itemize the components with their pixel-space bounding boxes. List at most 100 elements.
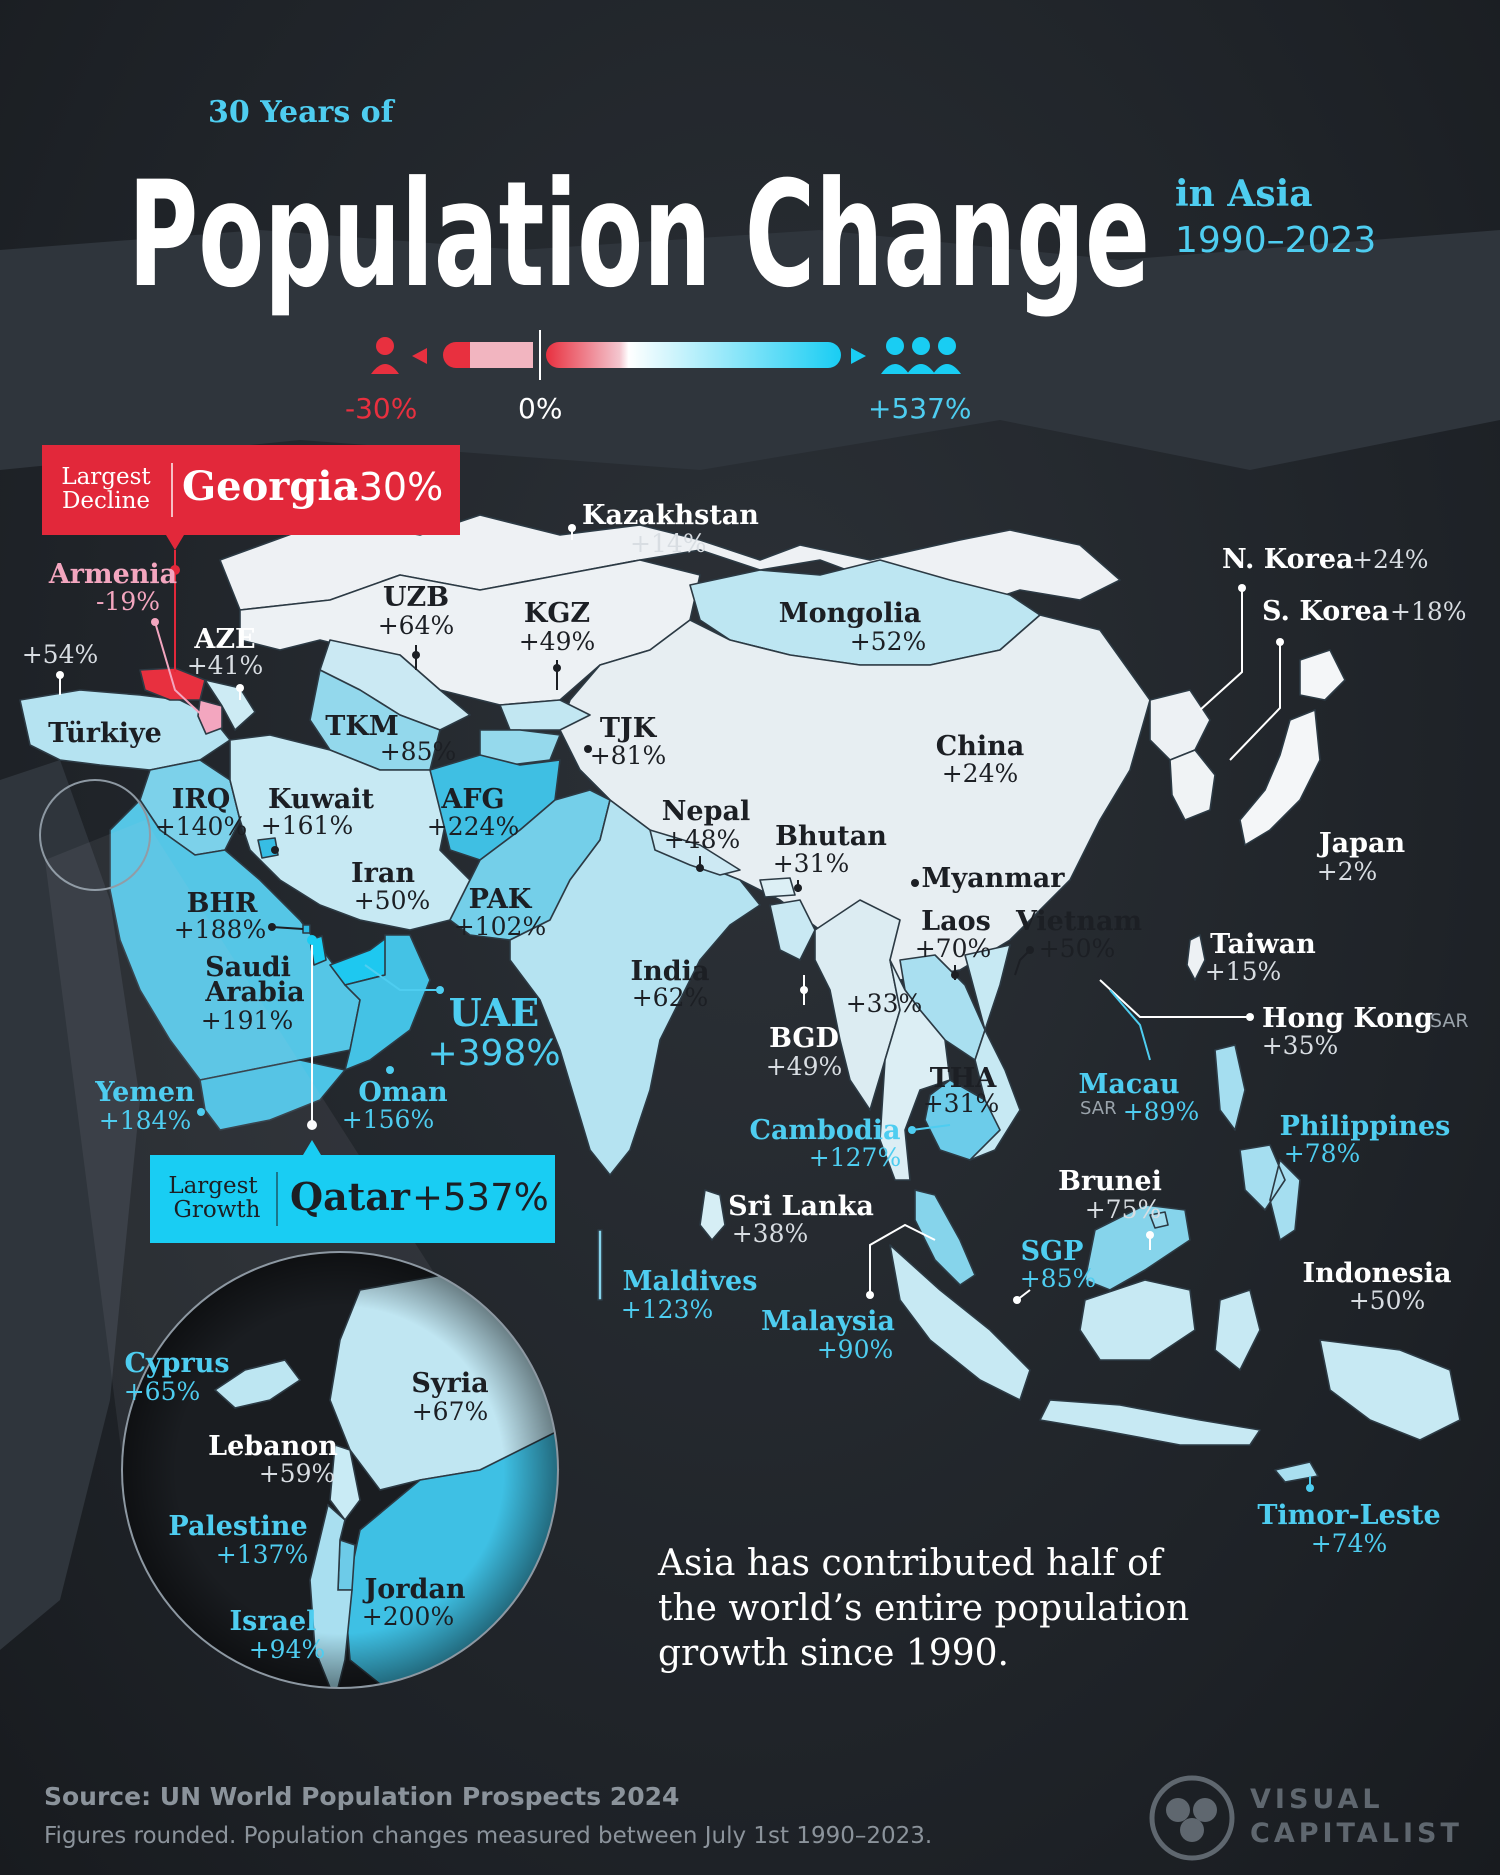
label-mongolia-name: Mongolia (779, 598, 921, 629)
label-hong-kong-name: Hong Kong (1262, 1003, 1433, 1034)
region-taiwan-shape (1186, 934, 1206, 981)
label-aze-name: AZE (193, 624, 255, 655)
label-armenia-name: Armenia (48, 559, 177, 590)
brand-logo-icon (1149, 1775, 1235, 1861)
label-aze-value: +41% (187, 651, 264, 680)
label-south-korea-name: S. Korea (1262, 596, 1389, 627)
label-malaysia-value: +90% (817, 1335, 894, 1364)
label-bgd-value: +49% (766, 1052, 843, 1081)
region-cambodia-shape (924, 1079, 1001, 1161)
inset-cyprus-name: Cyprus (124, 1348, 229, 1379)
label-kgz-value: +49% (519, 627, 596, 656)
label-hong-kong-tag: SAR (1430, 1010, 1469, 1032)
note-line3: growth since 1990. (658, 1633, 1009, 1674)
region-india-shape (509, 769, 761, 1176)
note-line1: Asia has contributed half of (657, 1543, 1165, 1584)
label-japan-value: +2% (1317, 857, 1378, 886)
page-title: Population Change (128, 150, 1150, 320)
label-uzb-value: +64% (378, 611, 455, 640)
inset-israel-name: Israel (230, 1606, 317, 1637)
legend-mid-label: 0% (518, 392, 562, 425)
decline-tag-line1: Largest (61, 464, 151, 490)
decline-tag-line2: Decline (62, 488, 150, 514)
label-saudi-value: +191% (201, 1006, 293, 1035)
brand-line1: VISUAL (1250, 1784, 1384, 1815)
qatar-leader-dot (307, 1120, 317, 1130)
label-bhutan-value: +31% (773, 849, 850, 878)
label-brunei-value: +75% (1085, 1195, 1162, 1224)
header-kicker: 30 Years of (208, 95, 396, 130)
label-bgd-name: BGD (769, 1023, 839, 1054)
region-north-korea-shape (1149, 689, 1211, 761)
label-saudi-name-line2: Arabia (204, 977, 304, 1008)
footer-source: Source: UN World Population Prospects 20… (44, 1782, 679, 1811)
label-north-korea-value: +24% (1352, 545, 1429, 574)
label-macau-value: +89% (1123, 1097, 1200, 1126)
label-yemen-name: Yemen (94, 1077, 195, 1108)
legend-bar-decline-fade (470, 342, 533, 368)
inset-syria-value: +67% (412, 1397, 489, 1426)
region-turkiye-shape (19, 689, 231, 771)
label-taiwan-value: +15% (1205, 957, 1282, 986)
region-bhutan-shape (759, 877, 796, 898)
label-turkiye-name: Türkiye (48, 718, 162, 749)
label-irq-name: IRQ (172, 784, 231, 815)
label-iran-name: Iran (351, 858, 415, 889)
label-china-name: China (936, 731, 1025, 762)
inset-palestine-name: Palestine (168, 1511, 307, 1542)
region-timor-leste-shape (1274, 1461, 1319, 1483)
legend-min-label: -30% (345, 392, 417, 425)
color-legend: -30% 0% +537% (345, 330, 972, 425)
inset-lens-small (39, 779, 151, 891)
label-tha-value: +31% (923, 1089, 1000, 1118)
region-vietnam-shape (959, 944, 1021, 1161)
label-uzb-name: UZB (383, 582, 449, 613)
region-sri-lanka-shape (699, 1189, 726, 1241)
growth-tag-line1: Largest (168, 1173, 258, 1199)
label-tjk-name: TJK (600, 713, 658, 744)
label-pak-name: PAK (469, 884, 533, 915)
region-azerbaijan-shape (204, 679, 256, 731)
inset-israel-value: +94% (249, 1635, 326, 1664)
label-china-value: +24% (942, 759, 1019, 788)
label-oman-value: +156% (342, 1105, 434, 1134)
header-years: 1990–2023 (1175, 220, 1376, 261)
label-myanmar-value: +33% (846, 989, 923, 1018)
label-timor-leste-value: +74% (1311, 1529, 1388, 1558)
region-japan-shape (1239, 649, 1346, 846)
label-sgp-name: SGP (1021, 1236, 1084, 1267)
label-kuwait-value: +161% (261, 811, 353, 840)
label-kazakhstan-value: +14% (630, 529, 707, 558)
label-indonesia-name: Indonesia (1303, 1258, 1452, 1289)
label-maldives-value: +123% (621, 1295, 713, 1324)
person-icon-head (376, 337, 394, 355)
label-japan-name: Japan (1317, 828, 1406, 859)
growth-value: +537% (412, 1176, 549, 1219)
label-afg-value: +224% (427, 812, 519, 841)
region-armenia-shape (197, 699, 223, 735)
label-maldives-name: Maldives (623, 1266, 758, 1297)
decline-value: -30% (345, 465, 443, 509)
label-kgz-name: KGZ (524, 598, 590, 629)
label-kuwait-name: Kuwait (268, 784, 374, 815)
label-vietnam-value: +50% (1039, 934, 1116, 963)
inset-jordan-value: +200% (362, 1602, 454, 1631)
label-tkm-name: TKM (325, 711, 398, 742)
inset-syria-name: Syria (411, 1368, 488, 1399)
inset-lens-border (121, 1251, 559, 1689)
region-malaysia-shape (914, 1189, 1191, 1291)
label-laos-name: Laos (921, 906, 991, 937)
inset-palestine-value: +137% (216, 1540, 308, 1569)
label-tha-name: THA (930, 1063, 998, 1094)
label-malaysia-name: Malaysia (761, 1306, 895, 1337)
label-nepal-name: Nepal (662, 796, 751, 827)
label-oman-name: Oman (358, 1077, 448, 1108)
label-timor-leste-name: Timor-Leste (1257, 1500, 1440, 1531)
qatar-marker-dot (307, 935, 317, 945)
asia-map (19, 514, 1461, 1483)
label-pak-value: +102% (454, 912, 546, 941)
region-nepal-shape (649, 829, 741, 876)
brand-logo: VISUAL CAPITALIST (1149, 1775, 1459, 1861)
